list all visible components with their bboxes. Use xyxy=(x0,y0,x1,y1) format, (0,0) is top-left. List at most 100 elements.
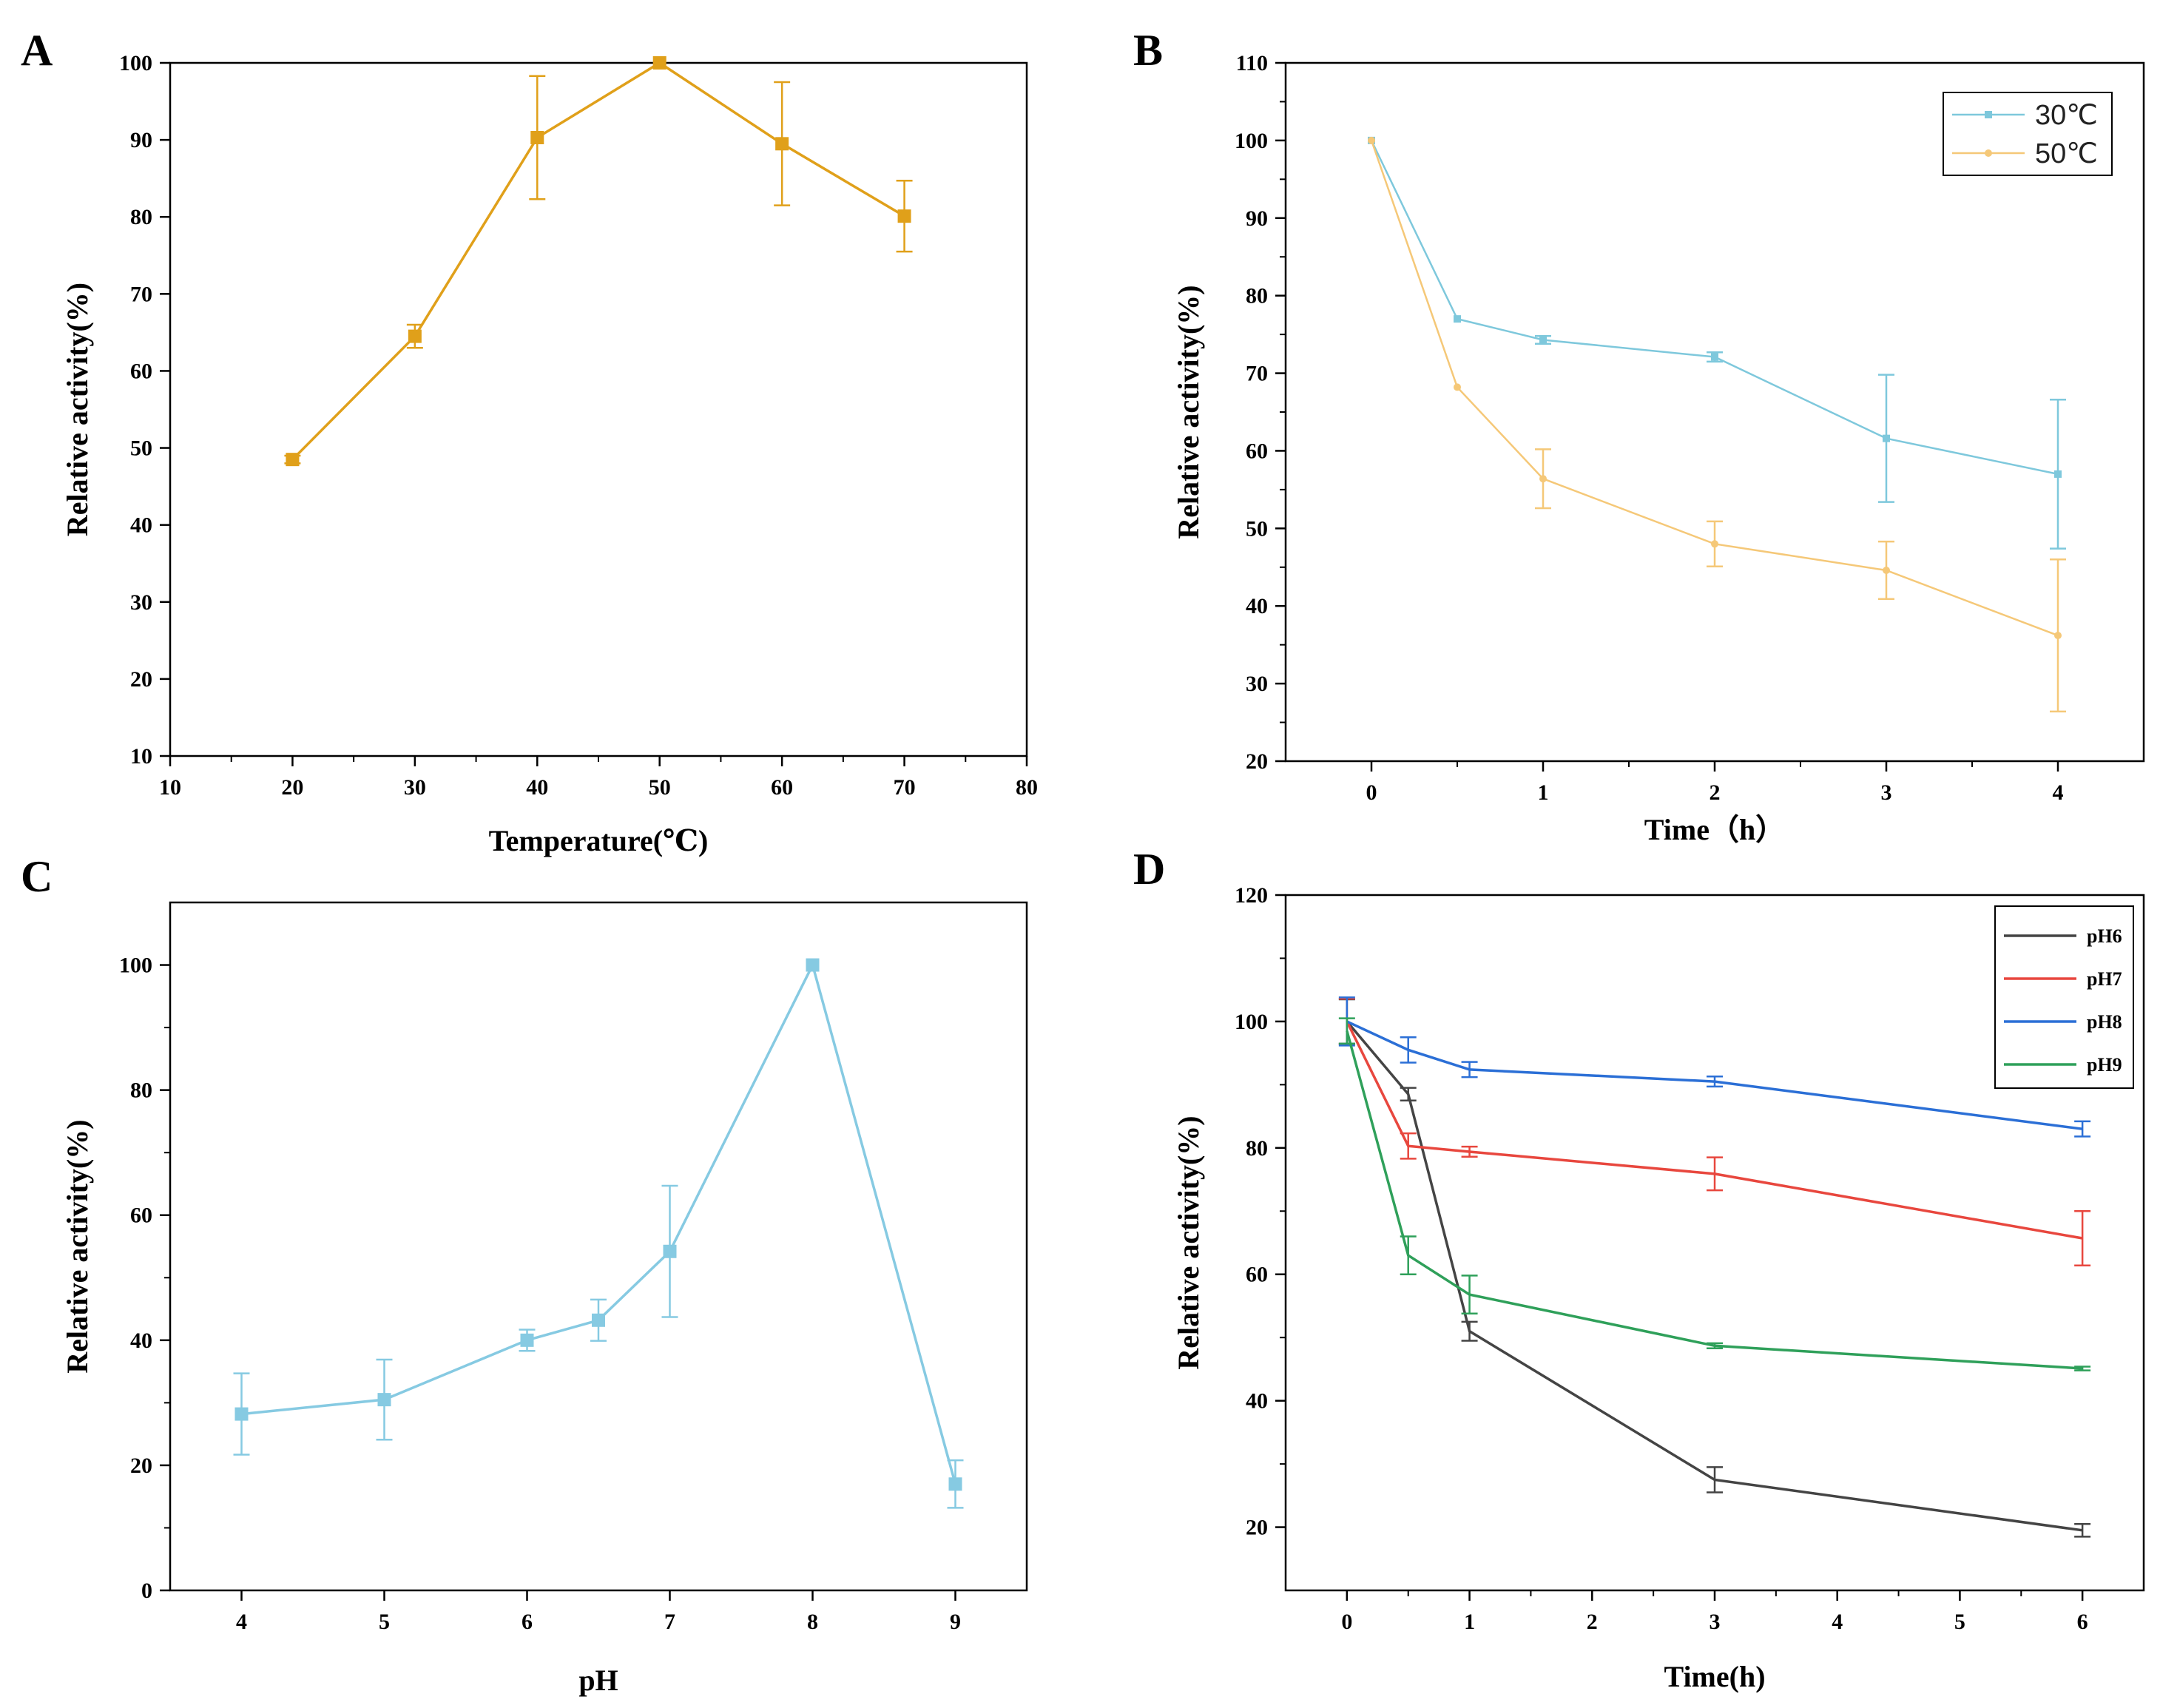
data-point xyxy=(1539,475,1547,483)
plot-frame xyxy=(169,901,1028,1592)
y-tick-label: 60 xyxy=(1246,439,1268,463)
x-tick-label: 1 xyxy=(1538,780,1549,805)
data-point xyxy=(234,1407,249,1421)
data-point xyxy=(897,209,911,223)
y-tick-label: 80 xyxy=(1246,1136,1268,1161)
data-point xyxy=(408,329,422,343)
data-point xyxy=(1883,434,1890,442)
data-point xyxy=(2054,470,2062,478)
x-tick-label: 0 xyxy=(1341,1610,1352,1634)
panel-letter: D xyxy=(1133,845,1165,894)
y-axis-label: Relative activity(%) xyxy=(61,283,94,536)
y-tick-label: 80 xyxy=(130,1079,152,1103)
data-point xyxy=(592,1313,605,1327)
data-point xyxy=(652,56,666,70)
x-tick-label: 8 xyxy=(807,1610,818,1634)
series-line xyxy=(241,961,957,1485)
x-tick-label: 50 xyxy=(649,775,671,800)
y-tick-label: 70 xyxy=(1246,362,1268,386)
x-tick-label: 20 xyxy=(281,775,303,800)
series-line xyxy=(1370,140,2059,476)
data-point xyxy=(806,958,820,972)
y-tick-label: 90 xyxy=(1246,206,1268,231)
x-tick-label: 7 xyxy=(664,1610,675,1634)
y-tick-label: 80 xyxy=(1246,284,1268,308)
x-axis-label: Time（h） xyxy=(1644,813,1785,846)
data-point xyxy=(775,137,789,151)
data-point xyxy=(520,1333,534,1347)
data-point xyxy=(1454,315,1461,323)
x-tick-label: 2 xyxy=(1710,780,1721,805)
x-tick-label: 6 xyxy=(522,1610,533,1634)
y-tick-label: 80 xyxy=(130,205,152,229)
chart-panel-c: C 4 5 6 7 8 9 0 20 40 60 80 100 pH Relative activity(%… xyxy=(21,852,1028,1697)
data-point xyxy=(1539,336,1547,344)
legend-marker xyxy=(1985,111,1992,118)
x-tick-label: 4 xyxy=(236,1610,247,1634)
legend-label: pH7 xyxy=(2087,968,2122,990)
y-axis-label: Relative activity(%) xyxy=(1172,285,1205,539)
y-tick-label: 60 xyxy=(130,359,152,383)
x-tick-label: 60 xyxy=(771,775,793,800)
chart-panel-b: B 0 1 2 3 4 20 30 40 50 60 70 80 90 100 110 Time（h） Relat… xyxy=(1133,26,2145,846)
chart-panel-d: D 0 1 2 3 4 5 6 20 40 60 80 100 120 Time(h) Relative ac… xyxy=(1133,845,2145,1693)
series-pH8 xyxy=(1338,996,2091,1138)
legend-label: 30℃ xyxy=(2035,100,2098,131)
x-tick-label: 9 xyxy=(950,1610,961,1634)
legend-label: pH6 xyxy=(2087,925,2122,947)
x-tick-label: 70 xyxy=(894,775,916,800)
y-tick-label: 30 xyxy=(130,590,152,615)
series-pH9 xyxy=(1338,1017,2091,1371)
series-line xyxy=(291,61,905,461)
x-tick-label: 5 xyxy=(1954,1610,1965,1634)
y-axis-label: Relative activity(%) xyxy=(1172,1115,1205,1369)
x-tick-label: 1 xyxy=(1464,1610,1475,1634)
y-tick-label: 20 xyxy=(1246,1516,1268,1540)
data-point xyxy=(1711,353,1718,361)
series-line xyxy=(1346,1020,2083,1130)
y-tick-label: 40 xyxy=(1246,1389,1268,1414)
data-point xyxy=(286,453,300,467)
x-tick-label: 80 xyxy=(1016,775,1038,800)
panel-letter: C xyxy=(21,852,53,901)
y-tick-label: 40 xyxy=(130,1329,152,1353)
legend: pH6 pH7 pH8 pH9 xyxy=(1994,905,2134,1089)
y-axis-label: Relative activity(%) xyxy=(61,1119,94,1373)
y-tick-label: 100 xyxy=(1235,1010,1268,1034)
y-tick-label: 90 xyxy=(130,128,152,152)
x-tick-label: 4 xyxy=(1832,1610,1843,1634)
data-point xyxy=(1454,383,1461,391)
y-tick-label: 50 xyxy=(1246,516,1268,541)
x-axis-label: pH xyxy=(578,1664,618,1697)
x-tick-label: 40 xyxy=(526,775,548,800)
data-point xyxy=(2054,632,2062,640)
y-tick-label: 20 xyxy=(130,1454,152,1478)
data-point xyxy=(530,130,544,144)
series-30℃ xyxy=(1368,136,2066,550)
series-50℃ xyxy=(1368,136,2066,713)
series-line xyxy=(1346,1020,2083,1532)
series-activity xyxy=(233,958,964,1509)
legend-box xyxy=(1943,92,2113,176)
y-tick-label: 100 xyxy=(119,953,152,978)
y-tick-label: 100 xyxy=(119,51,152,75)
panel-letter: B xyxy=(1133,26,1163,75)
y-tick-label: 40 xyxy=(1246,594,1268,618)
x-tick-label: 30 xyxy=(404,775,426,800)
x-tick-label: 3 xyxy=(1710,1610,1721,1634)
x-tick-label: 0 xyxy=(1366,780,1377,805)
series-activity xyxy=(284,56,913,467)
data-point xyxy=(1368,136,1375,144)
y-tick-label: 10 xyxy=(130,744,152,769)
legend: 30℃50℃ xyxy=(1943,92,2113,176)
y-tick-label: 70 xyxy=(130,282,152,306)
plot-frame xyxy=(169,61,1028,757)
y-tick-label: 40 xyxy=(130,513,152,538)
data-point xyxy=(663,1244,677,1258)
y-tick-label: 100 xyxy=(1235,129,1268,153)
x-tick-label: 6 xyxy=(2077,1610,2088,1634)
legend-label: pH8 xyxy=(2087,1011,2122,1033)
legend-marker xyxy=(1985,149,1992,157)
data-point xyxy=(377,1393,391,1407)
